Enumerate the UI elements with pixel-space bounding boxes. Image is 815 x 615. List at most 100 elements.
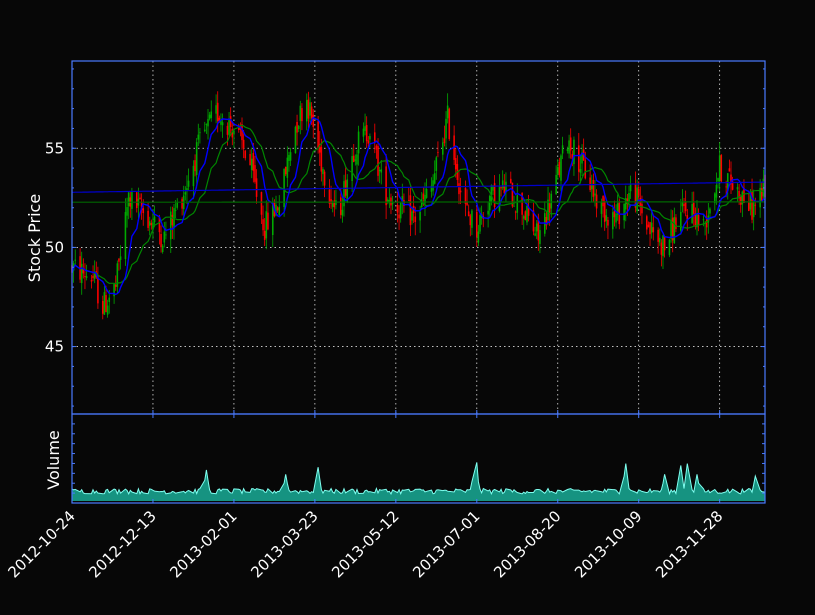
candle-body — [615, 213, 617, 223]
candle-body — [634, 184, 637, 208]
candle-body — [160, 233, 162, 248]
candle-body — [161, 245, 164, 252]
candle-body — [660, 242, 663, 255]
candle-body — [174, 210, 177, 211]
candle-body — [607, 219, 609, 226]
volume-y-ticks — [72, 423, 765, 494]
candle-body — [114, 284, 117, 287]
candle-body — [85, 276, 88, 278]
candle-body — [403, 200, 405, 207]
candle-body — [79, 256, 81, 280]
candle-body — [385, 166, 387, 206]
candle-body — [527, 206, 530, 216]
candle-body — [186, 188, 188, 192]
candle-body — [228, 119, 230, 135]
candle-body — [139, 197, 141, 200]
candle-body — [74, 259, 77, 261]
candle-body — [739, 196, 742, 205]
candle-body — [647, 224, 650, 228]
candle-body — [420, 199, 423, 207]
candle-body — [749, 192, 752, 210]
candle-body — [626, 198, 629, 205]
candle-body — [210, 111, 213, 118]
candle-body — [641, 203, 643, 214]
candle-body — [714, 193, 716, 204]
candle-body — [479, 215, 481, 232]
candle-body — [537, 217, 540, 241]
candle-body — [545, 216, 548, 226]
candle-body — [330, 199, 332, 204]
candle-body — [589, 177, 591, 191]
candle-body — [637, 188, 640, 196]
candle-body — [328, 189, 331, 204]
candle-body — [215, 105, 217, 114]
candle-body — [425, 189, 428, 198]
candle-body — [501, 180, 504, 189]
candle-body — [657, 229, 659, 242]
candle-body — [197, 134, 200, 140]
candle-body — [505, 181, 507, 193]
candle-body — [265, 211, 268, 239]
candle-body — [709, 208, 711, 214]
candle-body — [503, 185, 506, 194]
candle-body — [730, 174, 732, 185]
candle-body — [760, 188, 763, 201]
candle-body — [652, 227, 655, 233]
candle-body — [108, 297, 111, 302]
candle-body — [435, 157, 438, 171]
candle-body — [550, 193, 553, 209]
candle-body — [725, 186, 727, 188]
candle-body — [317, 121, 319, 148]
candle-body — [369, 136, 371, 140]
volume-area — [71, 462, 766, 501]
candle-body — [208, 114, 211, 119]
candle-body — [391, 202, 394, 205]
candle-body — [748, 202, 750, 212]
candle-body — [299, 105, 302, 121]
candle-body — [616, 203, 619, 215]
candle-body — [351, 156, 353, 181]
candle-body — [668, 239, 671, 256]
candle-body — [623, 203, 625, 221]
candle-body — [618, 201, 621, 225]
candle-body — [339, 197, 342, 215]
candle-body — [263, 230, 266, 240]
candle-body — [90, 280, 93, 282]
candle-body — [573, 139, 575, 165]
candle-body — [592, 179, 595, 197]
candle-body — [399, 202, 402, 219]
candle-body — [150, 222, 153, 226]
candle-body — [297, 125, 300, 129]
candle-body — [233, 130, 235, 135]
candle-body — [312, 114, 315, 127]
candle-body — [521, 193, 523, 215]
candle-body — [568, 140, 570, 154]
candle-body — [510, 178, 512, 184]
candle-body — [430, 185, 433, 192]
candle-body — [260, 192, 263, 215]
candle-body — [718, 155, 721, 181]
candle-body — [514, 211, 517, 213]
candle-body — [488, 196, 491, 211]
candle-body — [584, 160, 587, 179]
candle-body — [216, 102, 219, 121]
candle-body — [571, 154, 574, 160]
candle-body — [284, 166, 287, 175]
candle-body — [181, 198, 183, 209]
candle-body — [673, 217, 676, 243]
candle-body — [613, 210, 616, 218]
candle-body — [467, 211, 470, 216]
candle-body — [556, 167, 559, 174]
candle-body — [581, 152, 583, 164]
candle-body — [346, 179, 349, 202]
volume-panel: Volume — [44, 413, 766, 504]
candle-body — [254, 165, 256, 182]
candle-body — [364, 126, 366, 131]
candle-body — [526, 205, 528, 223]
candle-body — [386, 199, 389, 203]
candle-body — [105, 295, 107, 313]
candle-body — [437, 152, 439, 154]
candle-body — [148, 221, 151, 226]
candle-body — [691, 204, 693, 224]
candle-body — [362, 128, 365, 137]
